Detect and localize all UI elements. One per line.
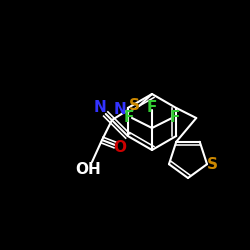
- Text: F: F: [170, 110, 180, 126]
- Text: S: S: [206, 157, 218, 172]
- Text: N: N: [94, 100, 106, 116]
- Text: OH: OH: [75, 162, 101, 178]
- Text: O: O: [114, 140, 126, 156]
- Text: F: F: [147, 100, 157, 114]
- Text: S: S: [128, 98, 140, 114]
- Text: N: N: [114, 102, 126, 118]
- Text: F: F: [124, 110, 134, 126]
